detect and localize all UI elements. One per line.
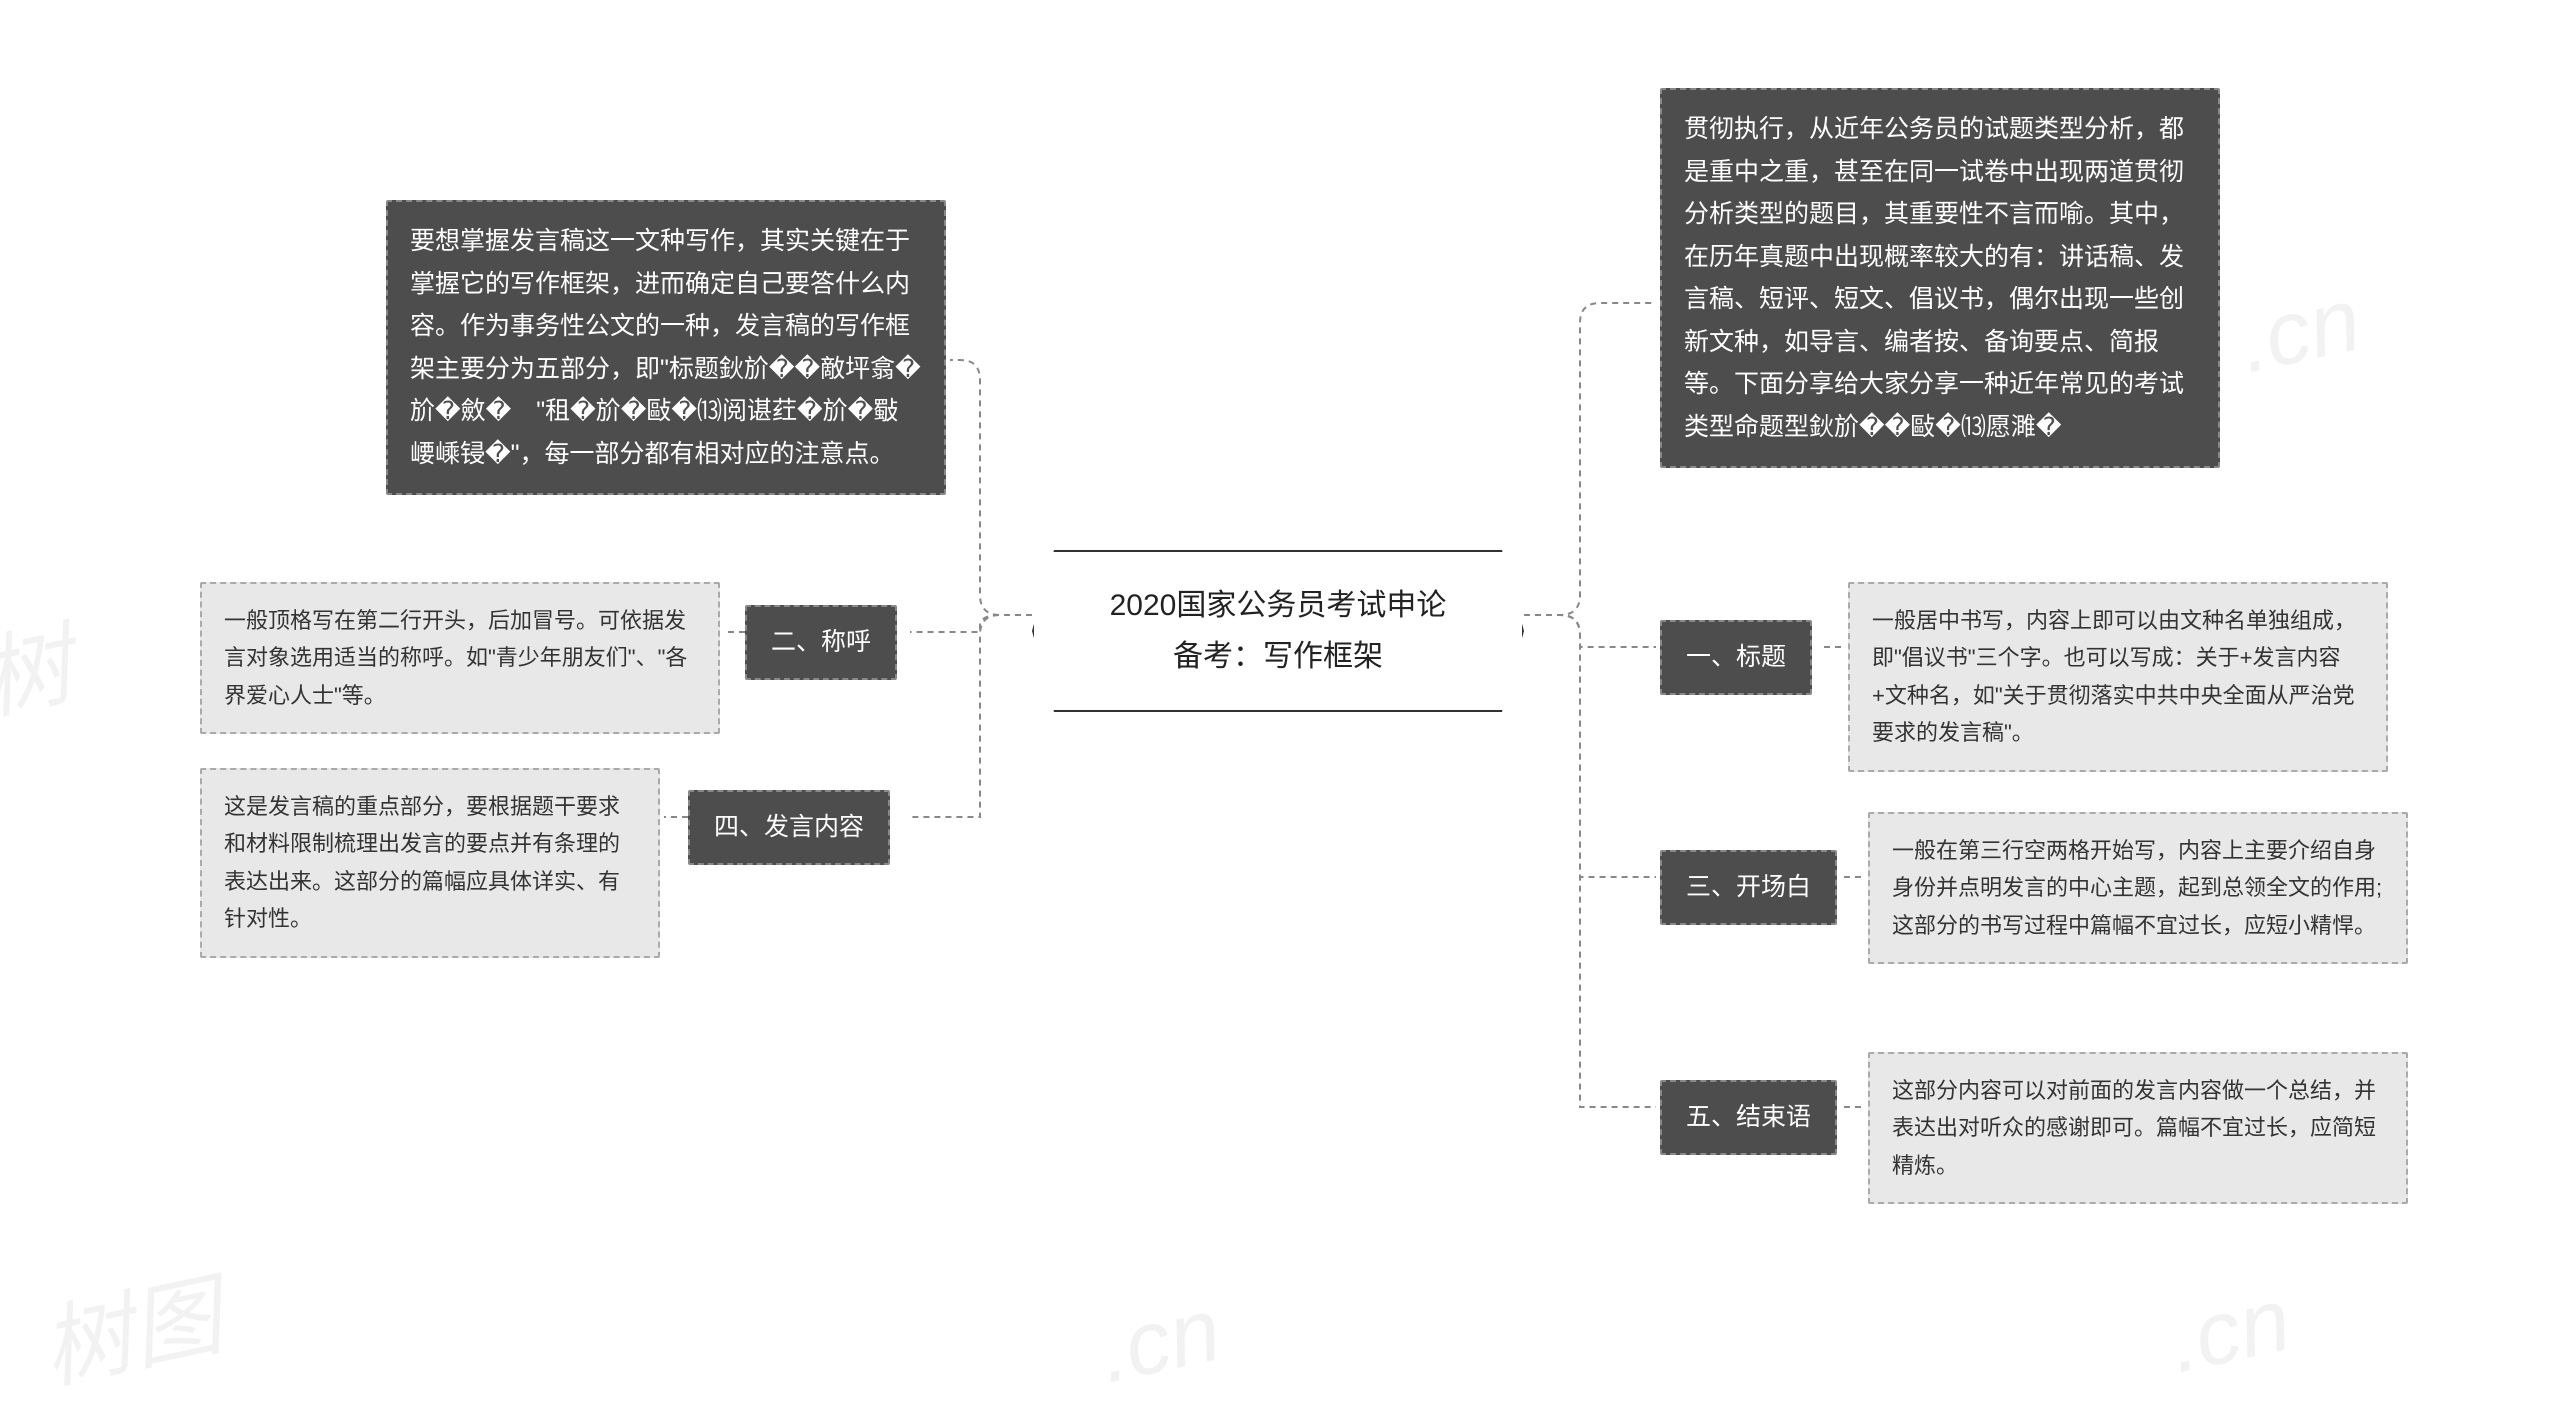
mindmap-canvas: 2020国家公务员考试申论 备考：写作框架 要想掌握发言稿这一文种写作，其实关键… xyxy=(0,0,2560,1388)
watermark-2: 树图 xyxy=(28,1243,231,1407)
left-desc-1: 这是发言稿的重点部分，要根据题干要求和材料限制梳理出发言的要点并有条理的表达出来… xyxy=(200,768,660,958)
center-title-line2: 备考：写作框架 xyxy=(1068,631,1488,682)
left-label-0-text: 二、称呼 xyxy=(771,628,871,656)
center-title-line1: 2020国家公务员考试申论 xyxy=(1068,580,1488,631)
right-label-0-text: 一、标题 xyxy=(1686,643,1786,671)
left-intro-node: 要想掌握发言稿这一文种写作，其实关键在于掌握它的写作框架，进而确定自己要答什么内… xyxy=(386,200,946,495)
right-desc-0: 一般居中书写，内容上即可以由文种名单独组成，即"倡议书"三个字。也可以写成：关于… xyxy=(1848,582,2388,772)
right-label-0: 一、标题 xyxy=(1660,620,1812,695)
right-intro-node: 贯彻执行，从近年公务员的试题类型分析，都是重中之重，甚至在同一试卷中出现两道贯彻… xyxy=(1660,88,2220,468)
watermark-3: .cn xyxy=(1091,1279,1230,1405)
left-label-1-text: 四、发言内容 xyxy=(714,813,864,841)
watermark-5: .cn xyxy=(2161,1269,2300,1395)
left-label-1: 四、发言内容 xyxy=(688,790,890,865)
right-desc-0-text: 一般居中书写，内容上即可以由文种名单独组成，即"倡议书"三个字。也可以写成：关于… xyxy=(1872,608,2356,745)
right-desc-2-text: 这部分内容可以对前面的发言内容做一个总结，并表达出对听众的感谢即可。篇幅不宜过长… xyxy=(1892,1078,2376,1178)
right-intro-text: 贯彻执行，从近年公务员的试题类型分析，都是重中之重，甚至在同一试卷中出现两道贯彻… xyxy=(1684,115,2184,441)
left-desc-0: 一般顶格写在第二行开头，后加冒号。可依据发言对象选用适当的称呼。如"青少年朋友们… xyxy=(200,582,720,734)
left-label-0: 二、称呼 xyxy=(745,605,897,680)
left-intro-text: 要想掌握发言稿这一文种写作，其实关键在于掌握它的写作框架，进而确定自己要答什么内… xyxy=(410,227,921,468)
right-label-1-text: 三、开场白 xyxy=(1686,873,1811,901)
watermark-4: .cn xyxy=(2231,269,2370,395)
right-desc-2: 这部分内容可以对前面的发言内容做一个总结，并表达出对听众的感谢即可。篇幅不宜过长… xyxy=(1868,1052,2408,1204)
center-node: 2020国家公务员考试申论 备考：写作框架 xyxy=(1032,550,1524,712)
right-label-2-text: 五、结束语 xyxy=(1686,1103,1811,1131)
right-desc-1: 一般在第三行空两格开始写，内容上主要介绍自身身份并点明发言的中心主题，起到总领全… xyxy=(1868,812,2408,964)
right-label-2: 五、结束语 xyxy=(1660,1080,1837,1155)
right-desc-1-text: 一般在第三行空两格开始写，内容上主要介绍自身身份并点明发言的中心主题，起到总领全… xyxy=(1892,838,2382,938)
watermark-1: 树 xyxy=(0,592,83,738)
right-label-1: 三、开场白 xyxy=(1660,850,1837,925)
left-desc-1-text: 这是发言稿的重点部分，要根据题干要求和材料限制梳理出发言的要点并有条理的表达出来… xyxy=(224,794,620,931)
left-desc-0-text: 一般顶格写在第二行开头，后加冒号。可依据发言对象选用适当的称呼。如"青少年朋友们… xyxy=(224,608,687,708)
